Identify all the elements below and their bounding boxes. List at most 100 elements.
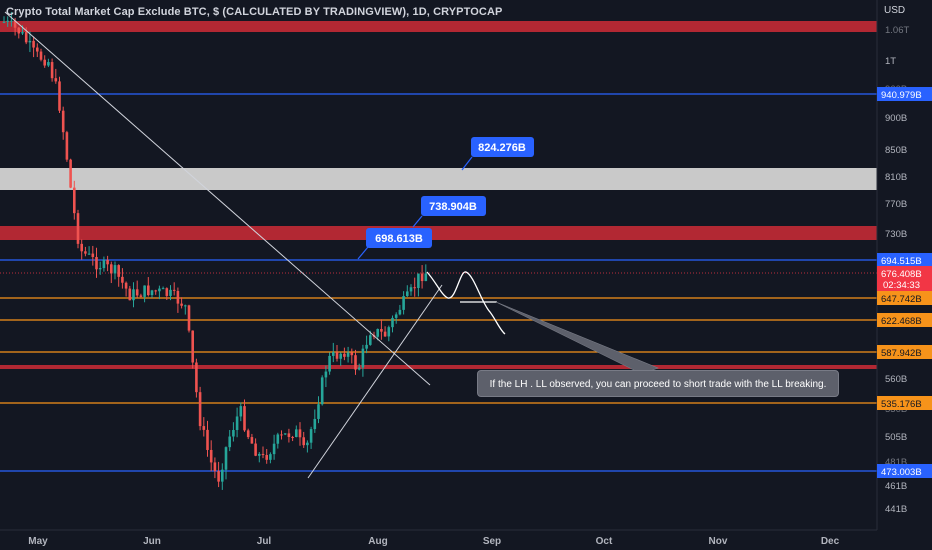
candle-body	[43, 59, 46, 66]
candle-body	[224, 447, 228, 470]
uptrend-line	[307, 284, 443, 479]
candle-body	[76, 213, 80, 244]
candle-body	[32, 40, 35, 48]
candle-body	[261, 453, 265, 456]
candle-body	[21, 32, 24, 34]
tag-676b: 676.408B	[881, 269, 922, 280]
candle-body	[176, 290, 180, 304]
candle-body	[172, 289, 176, 291]
candle-body	[91, 253, 95, 258]
candle-body	[139, 295, 143, 297]
candle-body	[147, 285, 150, 296]
chart-title: Crypto Total Market Cap Exclude BTC, $ (…	[6, 6, 503, 18]
candle-body	[6, 20, 9, 22]
candle-body	[195, 362, 198, 393]
tick-481b: 481B	[885, 457, 907, 468]
candle-body	[110, 264, 113, 274]
candle-body	[243, 406, 246, 431]
tick-aug: Aug	[368, 536, 387, 547]
tick-850b: 850B	[885, 145, 907, 156]
candle-body	[113, 265, 117, 274]
candle-body	[17, 27, 21, 34]
candle-body	[346, 352, 350, 357]
tick-461b: 461B	[885, 481, 907, 492]
candle-body	[295, 429, 298, 438]
candle-body	[73, 187, 76, 214]
callout-824b: 824.276B	[461, 137, 534, 171]
candle-body	[409, 287, 413, 292]
tick-1t: 1T	[885, 56, 896, 67]
candle-body	[98, 268, 102, 270]
candle-body	[424, 273, 428, 282]
candle-body	[380, 328, 383, 332]
candle-body	[394, 314, 398, 318]
candle-body	[339, 353, 342, 359]
tick-560b: 560B	[885, 374, 907, 385]
candle-body	[254, 443, 257, 456]
candle-body	[187, 305, 191, 331]
candle-body	[417, 273, 420, 288]
candle-body	[184, 305, 187, 307]
tick-770b: 770B	[885, 199, 907, 210]
candle-body	[206, 429, 209, 450]
resistance-line-low	[0, 365, 877, 369]
tag-694b: 694.515B	[881, 256, 922, 267]
tick-730b: 730B	[885, 229, 907, 240]
candle-body	[58, 81, 61, 111]
candle-body	[202, 426, 206, 430]
candle-body	[383, 331, 387, 337]
candle-body	[387, 327, 391, 337]
candle-body	[246, 430, 250, 438]
currency-label[interactable]: USD	[884, 5, 906, 16]
candle-body	[135, 289, 139, 296]
candle-body	[36, 47, 39, 52]
callout-698b: 698.613B	[357, 228, 432, 260]
candle-body	[324, 371, 328, 378]
candle-body	[413, 287, 416, 289]
candle-body	[280, 434, 283, 436]
candle-body	[213, 462, 217, 472]
candle-body	[121, 276, 124, 283]
callout-698b-label: 698.613B	[375, 233, 423, 245]
candle-body	[165, 288, 169, 296]
tick-may: May	[28, 536, 48, 547]
candle-body	[313, 418, 317, 430]
resistance-zone-top	[0, 21, 877, 32]
candle-body	[102, 259, 106, 269]
candle-body	[398, 309, 402, 315]
candle-body	[106, 259, 109, 265]
candle-body	[209, 449, 213, 463]
resistance-zone-mid	[0, 226, 877, 240]
candle-body	[80, 243, 83, 252]
candle-body	[154, 290, 157, 292]
candle-body	[269, 454, 272, 460]
tick-1-06t: 1.06T	[885, 25, 909, 36]
candle-body	[54, 78, 58, 82]
time-axis[interactable]	[0, 530, 932, 550]
candle-body	[69, 159, 72, 188]
tick-900b: 900B	[885, 113, 907, 124]
level-lines	[0, 93, 877, 472]
tick-505b: 505B	[885, 432, 907, 443]
candle-body	[228, 436, 231, 448]
candle-body	[169, 289, 172, 296]
candle-body	[343, 353, 346, 357]
tag-647b: 647.742B	[881, 294, 922, 305]
candle-body	[298, 429, 302, 438]
candles	[2, 11, 428, 490]
candle-body	[420, 273, 424, 282]
candle-body	[39, 51, 43, 60]
candle-body	[309, 429, 313, 443]
candle-body	[13, 20, 17, 28]
candle-body	[87, 253, 91, 255]
candle-body	[335, 352, 339, 359]
candle-body	[95, 257, 98, 270]
candle-body	[391, 317, 394, 328]
candle-body	[150, 290, 154, 296]
candle-body	[235, 416, 239, 431]
candle-body	[328, 355, 331, 372]
candle-body	[191, 330, 194, 363]
candle-body	[221, 469, 224, 482]
tick-oct: Oct	[596, 536, 613, 547]
